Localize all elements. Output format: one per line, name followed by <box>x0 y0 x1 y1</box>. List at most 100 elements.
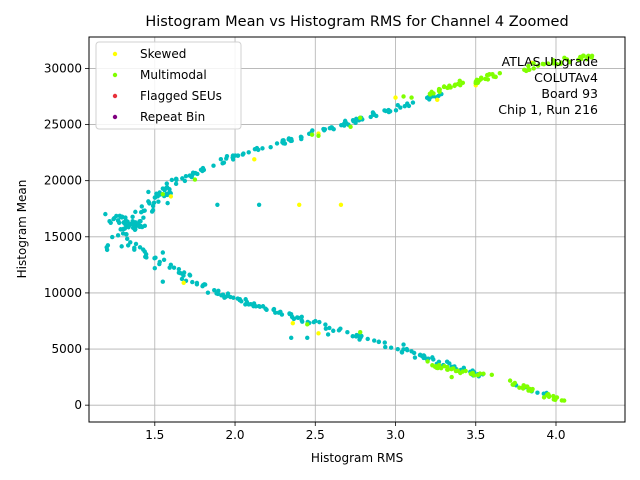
data-point-multimodal <box>567 59 572 65</box>
data-point-normal <box>139 224 145 230</box>
data-point-multimodal <box>531 66 536 71</box>
data-point-normal <box>224 153 230 159</box>
data-point-normal <box>276 310 281 315</box>
y-tick-label: 20000 <box>44 174 82 188</box>
data-point-normal <box>189 174 194 180</box>
legend: Skewed Multimodal Flagged SEUs Repeat Bin <box>95 41 242 130</box>
data-point-normal <box>383 108 388 114</box>
legend-items: Skewed Multimodal Flagged SEUs Repeat Bin <box>112 47 222 124</box>
data-point-multimodal <box>441 84 447 89</box>
data-point-normal <box>164 181 170 186</box>
y-axis-label: Histogram Mean <box>15 180 29 279</box>
data-point-normal <box>183 173 189 179</box>
data-point-normal <box>431 357 436 362</box>
data-point-normal <box>125 243 131 248</box>
data-point-multimodal <box>580 53 586 58</box>
data-point-normal <box>422 353 427 359</box>
data-point-normal <box>447 361 452 366</box>
data-point-normal <box>157 261 162 267</box>
data-point-normal <box>119 214 125 219</box>
x-tick-label: 3.5 <box>466 428 485 442</box>
data-point-skewed <box>316 331 321 336</box>
data-point-multimodal <box>434 365 439 370</box>
data-point-normal <box>141 215 146 220</box>
data-point-skewed <box>435 97 440 103</box>
data-point-normal <box>152 266 157 271</box>
data-point-normal <box>233 153 238 158</box>
data-point-multimodal <box>427 92 433 97</box>
data-point-normal <box>299 318 304 323</box>
data-point-multimodal <box>348 124 353 129</box>
data-point-normal <box>137 219 142 224</box>
data-point-multimodal <box>458 83 463 88</box>
data-point-normal <box>143 252 149 257</box>
legend-label: Multimodal <box>140 68 207 82</box>
data-point-multimodal <box>431 91 436 96</box>
data-point-normal <box>344 121 349 126</box>
data-point-multimodal <box>358 330 363 335</box>
annotation-block: ATLAS Upgrade COLUTAv4 Board 93 Chip 1, … <box>498 54 598 117</box>
data-point-multimodal <box>507 378 513 383</box>
data-point-normal <box>331 328 336 333</box>
data-point-normal <box>287 311 292 316</box>
data-point-normal <box>173 181 179 187</box>
data-point-normal <box>246 302 251 307</box>
data-point-multimodal <box>442 363 447 369</box>
data-point-normal <box>345 330 350 335</box>
data-point-normal <box>535 390 540 395</box>
annotation-line-1: ATLAS Upgrade <box>502 54 599 69</box>
data-point-normal <box>310 128 315 133</box>
data-point-multimodal <box>316 133 321 138</box>
data-point-normal <box>190 279 195 285</box>
data-point-normal <box>254 145 260 151</box>
data-point-normal <box>237 297 242 303</box>
data-point-normal <box>218 157 224 162</box>
data-point-normal <box>404 346 409 352</box>
data-point-normal <box>181 270 187 275</box>
plot-frame <box>88 36 626 423</box>
data-point-skewed <box>338 202 344 208</box>
data-point-normal <box>187 273 193 278</box>
data-point-multimodal <box>401 94 406 99</box>
data-point-normal <box>115 233 121 238</box>
data-point-multimodal <box>546 61 551 66</box>
data-point-normal <box>174 177 179 183</box>
data-point-normal <box>126 225 131 230</box>
data-point-multimodal <box>535 63 541 68</box>
data-point-normal <box>168 262 174 268</box>
data-point-multimodal <box>527 386 532 392</box>
data-point-multimodal <box>438 365 444 371</box>
data-point-normal <box>274 141 280 146</box>
legend-marker <box>112 72 118 78</box>
data-point-normal <box>409 349 414 354</box>
data-point-normal <box>401 342 406 347</box>
data-point-normal <box>268 144 273 150</box>
data-point-normal <box>365 336 370 342</box>
data-point-normal <box>125 236 130 242</box>
data-point-multimodal <box>544 393 550 398</box>
data-point-multimodal <box>540 61 545 67</box>
data-point-multimodal <box>485 77 491 82</box>
data-point-multimodal <box>448 85 453 90</box>
data-point-normal <box>382 340 387 345</box>
data-point-normal <box>323 326 329 331</box>
data-point-normal <box>329 125 335 130</box>
data-point-normal <box>317 319 322 325</box>
data-point-normal <box>271 306 277 312</box>
data-point-multimodal <box>445 367 450 372</box>
data-point-normal <box>108 220 113 226</box>
data-point-normal <box>395 103 400 108</box>
legend-box <box>95 41 242 130</box>
data-point-multimodal <box>589 55 594 60</box>
y-tick-label: 10000 <box>44 286 82 300</box>
data-point-normal <box>117 220 122 225</box>
data-point-multimodal <box>309 132 315 137</box>
data-points <box>103 53 595 403</box>
data-point-normal <box>246 150 251 155</box>
data-point-multimodal <box>160 191 166 197</box>
data-point-normal <box>176 266 182 272</box>
x-axis-ticks: 1.5 2.0 2.5 3.0 3.5 4.0 <box>145 422 566 442</box>
annotation-line-3: Board 93 <box>541 86 598 101</box>
data-point-normal <box>256 303 262 309</box>
data-point-normal <box>133 209 138 215</box>
